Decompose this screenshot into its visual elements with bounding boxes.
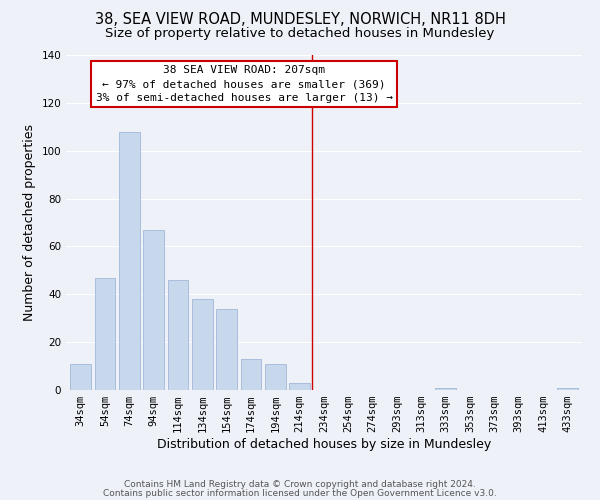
Bar	[436, 388, 456, 390]
Bar	[119, 132, 140, 390]
Bar	[143, 230, 164, 390]
Bar	[289, 383, 310, 390]
Bar	[95, 278, 115, 390]
Text: Contains public sector information licensed under the Open Government Licence v3: Contains public sector information licen…	[103, 488, 497, 498]
Bar	[70, 364, 91, 390]
Bar	[557, 388, 578, 390]
Text: 38 SEA VIEW ROAD: 207sqm
← 97% of detached houses are smaller (369)
3% of semi-d: 38 SEA VIEW ROAD: 207sqm ← 97% of detach…	[95, 65, 392, 103]
Bar	[192, 299, 212, 390]
Bar	[241, 359, 262, 390]
Text: Size of property relative to detached houses in Mundesley: Size of property relative to detached ho…	[106, 28, 494, 40]
Bar	[167, 280, 188, 390]
Bar	[265, 364, 286, 390]
X-axis label: Distribution of detached houses by size in Mundesley: Distribution of detached houses by size …	[157, 438, 491, 451]
Bar	[216, 308, 237, 390]
Y-axis label: Number of detached properties: Number of detached properties	[23, 124, 36, 321]
Text: 38, SEA VIEW ROAD, MUNDESLEY, NORWICH, NR11 8DH: 38, SEA VIEW ROAD, MUNDESLEY, NORWICH, N…	[95, 12, 505, 28]
Text: Contains HM Land Registry data © Crown copyright and database right 2024.: Contains HM Land Registry data © Crown c…	[124, 480, 476, 489]
